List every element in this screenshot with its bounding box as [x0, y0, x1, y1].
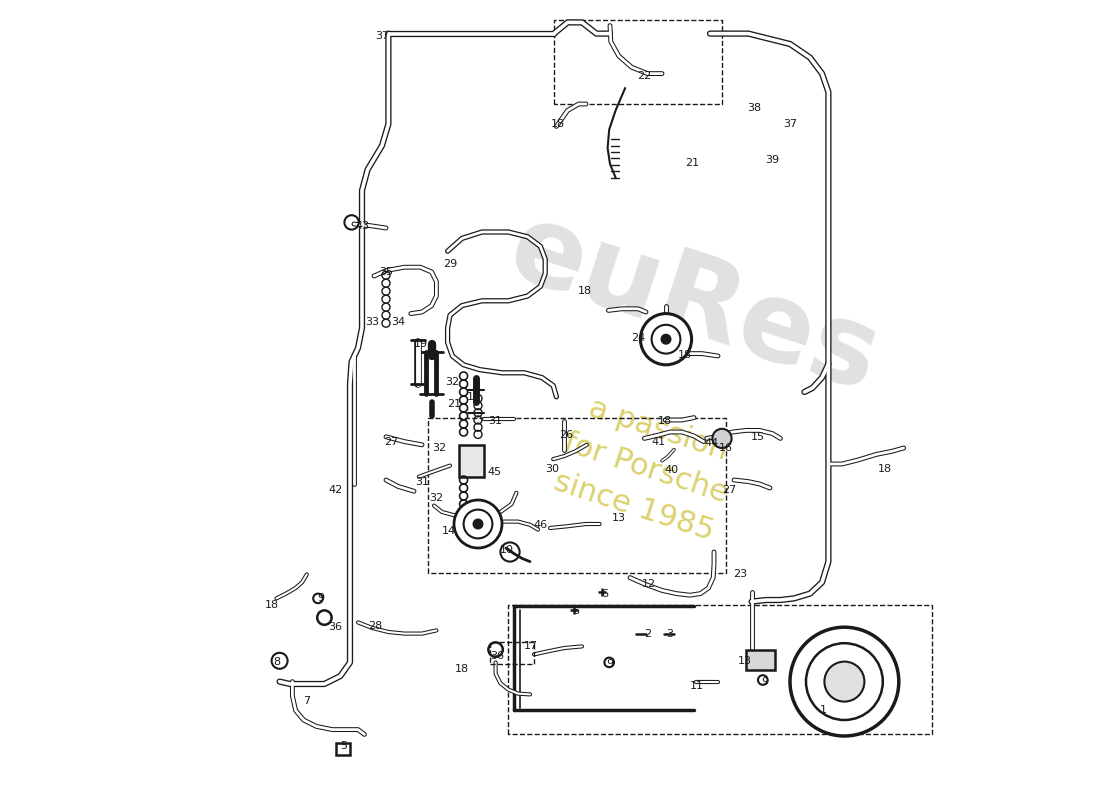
Bar: [336, 743, 350, 755]
Text: 22: 22: [637, 71, 651, 81]
Text: 38: 38: [747, 103, 761, 113]
Text: 27: 27: [385, 437, 398, 446]
Circle shape: [651, 325, 681, 354]
Text: 9: 9: [606, 659, 614, 669]
Text: 5: 5: [340, 741, 348, 750]
Text: 29: 29: [443, 259, 458, 269]
Text: 14: 14: [442, 526, 456, 536]
Text: 17: 17: [524, 642, 538, 651]
Text: 30: 30: [546, 464, 560, 474]
Text: 12: 12: [642, 579, 657, 589]
Text: 42: 42: [329, 485, 343, 494]
Circle shape: [640, 314, 692, 365]
Text: 16: 16: [719, 443, 733, 453]
Text: 8: 8: [273, 658, 280, 667]
Circle shape: [463, 510, 493, 538]
Text: 9: 9: [318, 594, 324, 603]
Text: 19: 19: [466, 392, 481, 402]
Text: 18: 18: [678, 350, 692, 360]
Text: 10: 10: [499, 546, 514, 555]
Text: 18: 18: [455, 664, 469, 674]
Bar: [459, 445, 484, 477]
Circle shape: [713, 429, 732, 448]
Text: 13: 13: [738, 656, 752, 666]
Text: 32: 32: [432, 443, 447, 453]
Text: 23: 23: [734, 570, 748, 579]
Text: 31: 31: [488, 416, 503, 426]
Text: 6: 6: [601, 589, 608, 598]
Text: euRes: euRes: [496, 194, 892, 414]
Text: 18: 18: [658, 416, 672, 426]
Text: 31: 31: [415, 477, 429, 486]
Text: 6: 6: [572, 606, 579, 616]
Text: 37: 37: [375, 31, 389, 41]
Text: 21: 21: [447, 399, 461, 409]
Text: 27: 27: [722, 485, 736, 494]
Circle shape: [473, 519, 483, 529]
Text: 40: 40: [664, 466, 679, 475]
Text: 32: 32: [429, 493, 443, 502]
Text: 21: 21: [685, 158, 700, 168]
Circle shape: [790, 627, 899, 736]
Text: 18: 18: [878, 464, 891, 474]
Text: 32: 32: [446, 378, 460, 387]
Text: 3: 3: [667, 629, 673, 638]
Text: 28: 28: [368, 621, 383, 630]
Text: 18: 18: [551, 119, 565, 129]
Text: 43: 43: [355, 221, 370, 230]
Text: a passion
for Porsche
since 1985: a passion for Porsche since 1985: [548, 390, 745, 546]
Text: 37: 37: [783, 119, 798, 129]
Text: 11: 11: [690, 682, 704, 691]
Text: 34: 34: [390, 317, 405, 326]
Text: 26: 26: [559, 430, 573, 440]
Text: 46: 46: [534, 520, 548, 530]
Text: 41: 41: [651, 437, 666, 446]
Bar: [746, 650, 774, 670]
Circle shape: [824, 662, 865, 702]
Text: 19: 19: [414, 339, 428, 349]
Text: 24: 24: [631, 333, 645, 342]
Text: 9: 9: [761, 677, 768, 686]
Circle shape: [661, 334, 671, 344]
Text: 18: 18: [264, 600, 278, 610]
Text: 35: 35: [379, 267, 393, 277]
Text: 36: 36: [329, 622, 342, 632]
Text: 36: 36: [491, 651, 504, 661]
Text: 39: 39: [766, 155, 780, 165]
Text: 2: 2: [644, 629, 651, 638]
Circle shape: [806, 643, 883, 720]
Text: 33: 33: [365, 317, 380, 326]
Text: 18: 18: [579, 286, 592, 296]
Text: 45: 45: [487, 467, 502, 477]
Text: 7: 7: [304, 696, 310, 706]
Circle shape: [454, 500, 502, 548]
Text: 1: 1: [821, 706, 827, 715]
Text: 15: 15: [751, 432, 764, 442]
Text: 13: 13: [612, 514, 626, 523]
Bar: [490, 642, 534, 664]
Text: 44: 44: [704, 438, 718, 448]
